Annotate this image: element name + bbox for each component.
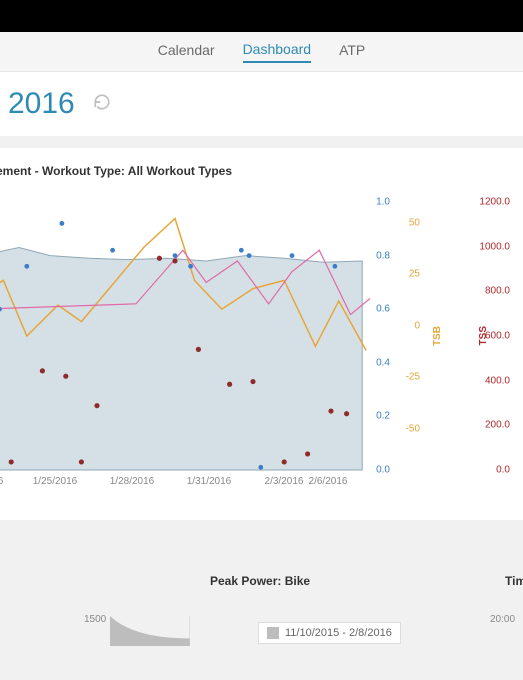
y-tick-label: 0.6 bbox=[376, 304, 390, 315]
pmc-y-axis-tsb-title: TSB bbox=[432, 326, 443, 346]
y-tick-label: 1000.0 bbox=[479, 241, 510, 252]
y-tick-label: 0.8 bbox=[376, 250, 390, 261]
date-range-picker[interactable]: 11/10/2015 - 2/8/2016 bbox=[258, 622, 401, 644]
pmc-chart-card: ement - Workout Type: All Workout Types … bbox=[0, 148, 523, 520]
y-tick-label: 0.2 bbox=[376, 411, 390, 422]
y-tick-label: 0.0 bbox=[496, 465, 510, 476]
y-tick-label: -50 bbox=[406, 423, 420, 434]
peak-power-y-label: 1500 bbox=[84, 614, 106, 625]
y-tick-label: 0.4 bbox=[376, 357, 390, 368]
y-tick-label: 0 bbox=[414, 320, 420, 331]
y-tick-label: 1200.0 bbox=[479, 197, 510, 208]
x-tick-label: 2/6/2016 bbox=[309, 476, 348, 487]
y-tick-label: 50 bbox=[409, 217, 420, 228]
page-titlebar: 2016 bbox=[0, 72, 523, 136]
refresh-icon[interactable] bbox=[93, 93, 111, 116]
page-title-year: 2016 bbox=[8, 87, 75, 121]
x-tick-label: 1/25/2016 bbox=[33, 476, 78, 487]
nav-tabs: Calendar Dashboard ATP bbox=[0, 32, 523, 72]
pmc-chart-area: 2/2016 1/25/2016 1/28/2016 1/31/2016 2/3/201… bbox=[0, 182, 523, 512]
tab-calendar[interactable]: Calendar bbox=[158, 42, 215, 62]
window-titlebar bbox=[0, 0, 523, 32]
y-tick-label: 1.0 bbox=[376, 197, 390, 208]
date-range-swatch bbox=[267, 627, 279, 639]
x-tick-label: 2/3/2016 bbox=[265, 476, 304, 487]
peak-power-title: Peak Power: Bike bbox=[210, 574, 310, 588]
dashboard-content: ement - Workout Type: All Workout Types … bbox=[0, 136, 523, 680]
y-tick-label: 25 bbox=[409, 269, 420, 280]
peak-power-mini-chart bbox=[110, 616, 190, 646]
x-tick-label: 1/31/2016 bbox=[187, 476, 232, 487]
y-tick-label: 400.0 bbox=[485, 375, 510, 386]
y-tick-label: 0.0 bbox=[376, 465, 390, 476]
date-range-text: 11/10/2015 - 2/8/2016 bbox=[285, 627, 392, 639]
pmc-chart-svg bbox=[0, 182, 503, 502]
y-tick-label: -25 bbox=[406, 372, 420, 383]
pmc-y-axis-tss-title: TSS bbox=[478, 326, 489, 345]
pmc-chart-title: ement - Workout Type: All Workout Types bbox=[0, 156, 523, 182]
x-tick-label: 2/2016 bbox=[0, 476, 3, 487]
time-panel-title: Tim bbox=[505, 574, 523, 588]
y-tick-label: 200.0 bbox=[485, 420, 510, 431]
tab-atp[interactable]: ATP bbox=[339, 42, 365, 62]
time-panel-y-label: 20:00 bbox=[490, 614, 515, 625]
x-tick-label: 1/28/2016 bbox=[110, 476, 155, 487]
tab-dashboard[interactable]: Dashboard bbox=[243, 41, 312, 63]
y-tick-label: 800.0 bbox=[485, 286, 510, 297]
